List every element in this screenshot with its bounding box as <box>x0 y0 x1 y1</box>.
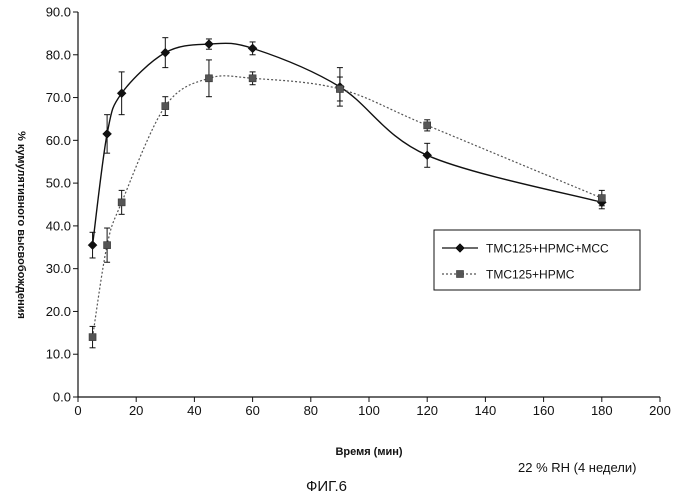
y-tick-label: 70.0 <box>46 90 71 105</box>
series-hpmc-mcc-line <box>93 43 602 245</box>
series-hpmc-point <box>336 86 343 93</box>
series-hpmc-point <box>249 75 256 82</box>
series-hpmc-mcc <box>88 38 606 258</box>
series-hpmc-mcc-point <box>248 44 257 53</box>
series-hpmc-mcc-point <box>88 241 97 250</box>
x-tick-label: 20 <box>129 403 143 418</box>
x-tick-label: 140 <box>475 403 497 418</box>
x-tick-label: 120 <box>416 403 438 418</box>
y-tick-label: 50.0 <box>46 176 71 191</box>
legend-entry-hpmc-mcc-label: TMC125+HPMC+MCC <box>486 242 609 256</box>
series-hpmc <box>89 60 605 348</box>
axes: 0 20 40 60 80 100 120 140 160 180 200 0.0 10.0 20.0 30… <box>46 5 671 419</box>
y-axis-title: % кумулятивного высвобождения <box>15 131 27 319</box>
series-hpmc-point <box>162 103 169 110</box>
series-hpmc-point <box>598 195 605 202</box>
y-tick-label: 30.0 <box>46 261 71 276</box>
y-tick-label: 10.0 <box>46 347 71 362</box>
series-layer <box>88 38 606 348</box>
legend-entry-hpmc-label: TMC125+HPMC <box>486 268 575 282</box>
y-tick-label: 80.0 <box>46 47 71 62</box>
condition-note: 22 % RH (4 недели) <box>518 460 637 475</box>
x-tick-label: 100 <box>358 403 380 418</box>
series-hpmc-mcc-point <box>161 48 170 57</box>
y-tick-label: 90.0 <box>46 5 71 20</box>
series-hpmc-point <box>424 122 431 129</box>
x-tick-label: 40 <box>187 403 201 418</box>
series-hpmc-point <box>205 75 212 82</box>
y-tick-label: 20.0 <box>46 304 71 319</box>
legend: TMC125+HPMC+MCC TMC125+HPMC <box>434 230 640 290</box>
legend-entry-hpmc-marker-point <box>457 271 464 278</box>
x-tick-label: 80 <box>304 403 318 418</box>
series-hpmc-mcc-point <box>204 40 213 49</box>
series-hpmc-point <box>89 334 96 341</box>
series-hpmc-point <box>104 242 111 249</box>
y-tick-label: 60.0 <box>46 133 71 148</box>
series-hpmc-point <box>118 199 125 206</box>
x-axis-title: Время (мин) <box>335 446 402 458</box>
x-tick-label: 200 <box>649 403 671 418</box>
x-tick-label: 160 <box>533 403 555 418</box>
x-tick-label: 180 <box>591 403 613 418</box>
x-tick-label: 0 <box>74 403 81 418</box>
y-tick-label: 40.0 <box>46 218 71 233</box>
figure-caption: ФИГ.6 <box>306 478 347 495</box>
series-hpmc-mcc-point <box>423 151 432 160</box>
x-tick-label: 60 <box>245 403 259 418</box>
y-tick-label: 0.0 <box>53 390 71 405</box>
series-hpmc-line <box>93 76 602 337</box>
series-hpmc-mcc-point <box>103 129 112 138</box>
